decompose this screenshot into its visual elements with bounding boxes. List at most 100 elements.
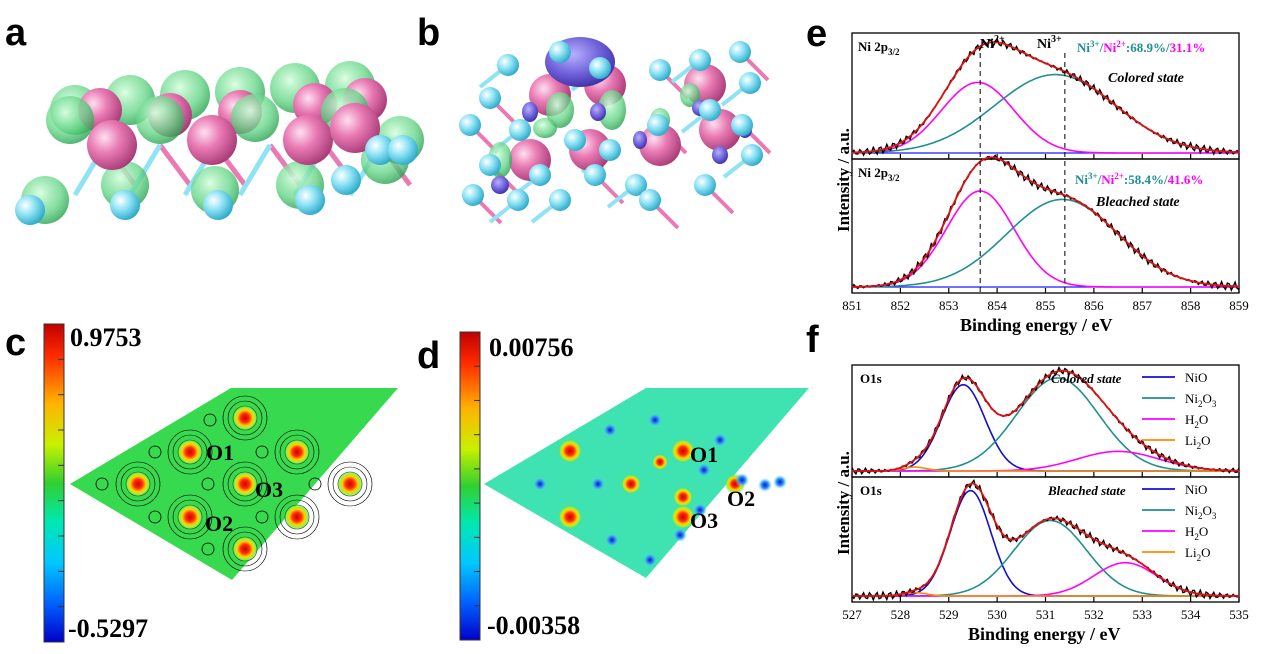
component-peak [852,591,1239,597]
x-tick-label: 530 [987,607,1007,622]
panel-a-structure [15,61,424,225]
o-atom [365,135,395,165]
depletion-spot [773,475,787,489]
o-atom [625,174,647,196]
e-top-label: Ni 2p3/2 [858,39,900,57]
x-tick-label: 528 [891,607,911,622]
density-peak [621,474,641,494]
charge-shell [136,96,184,144]
legend-entry: Li2O [1185,433,1210,451]
o-atom [203,190,233,220]
component-peak [852,81,1239,154]
o-atom [15,195,45,225]
depletion-spot [713,433,727,447]
o-atom [694,174,716,196]
contour-line [279,434,315,470]
fit-envelope [852,369,1239,472]
contour-ring [201,477,215,491]
o-atom [479,87,501,109]
panel-b-structure [459,37,772,230]
colorbar-c-min: -0.5297 [68,614,148,643]
contour-ring [148,445,162,459]
panel-e-chart: 851 852 853 854 855 856 857 858 859 [842,32,1249,313]
contour-line [222,395,268,441]
contour-ring [201,542,215,556]
ni-atom [639,124,681,166]
e-bottom-ratio: Ni3+/Ni2+:58.4%/41.6% [1075,171,1203,187]
o-atom [462,184,484,206]
contour-line [227,400,263,436]
x-tick-label: 532 [1084,607,1104,622]
component-peak [852,466,1239,472]
o-atom [639,189,661,211]
ni-atom [330,103,380,153]
bond [158,143,192,187]
contour-line [227,531,263,567]
contour-line [274,494,320,540]
x-tick-label: 851 [842,298,862,313]
accumulation-lobe [546,92,574,128]
legend-entry: Ni2O3 [1185,503,1217,521]
o-atom [497,54,519,76]
panel-d-map [484,388,809,578]
contour-line [327,461,373,507]
o-atom [507,189,529,211]
component-peak [852,384,1239,472]
contour-line [222,461,268,507]
contour-line [120,466,156,502]
o-atom [529,164,551,186]
x-tick-label: 859 [1229,298,1249,313]
accumulation-lobe [680,83,700,107]
x-tick-label: 853 [939,298,959,313]
o-atom [388,135,418,165]
charge-shell [231,94,279,142]
density-peak [232,471,258,497]
o-atom [741,144,763,166]
x-tick-label: 857 [1133,298,1153,313]
contour-line [172,499,208,535]
contour-line [167,494,213,540]
e-top-state: Colored state [1108,71,1184,86]
x-tick-label: 858 [1181,298,1201,313]
density-peak [652,454,668,470]
density-peak [558,439,582,463]
o-atom [699,99,721,121]
o-atom [479,154,501,176]
density-peak [671,505,695,529]
x-tick-label: 531 [1036,607,1056,622]
map-d-label-o3: O3 [690,508,718,533]
x-tick-label: 533 [1133,607,1153,622]
o-atom [599,139,621,161]
o-atom [295,185,325,215]
e-bottom-state: Bleached state [1095,195,1180,210]
density-peak [177,504,203,530]
f-bottom-label: O1s [860,483,882,498]
density-peak [232,405,258,431]
f-top-label: O1s [860,371,882,386]
x-tick-label: 854 [987,298,1007,313]
e-xlabel: Binding energy / eV [960,315,1113,335]
o-atom [647,114,669,136]
panel-label-b: b [417,12,440,54]
x-tick-label: 855 [1036,298,1056,313]
o-atom [459,114,481,136]
colorbar-d-max: 0.00756 [489,333,574,362]
o-atom [649,59,671,81]
contour-line [274,429,320,475]
contour-ring [255,510,269,524]
contour-line [115,461,161,507]
depletion-spot [693,503,707,517]
ni-atom [87,120,137,170]
panel-c-colorbar [43,323,65,643]
depletion-spot [758,478,772,492]
f-bottom-state: Bleached state [1047,483,1126,498]
panel-d-colorbar [459,331,481,641]
accumulation-lobe [533,118,557,138]
depletion-spot [735,473,749,487]
ni-atom [283,115,333,165]
x-tick-label: 535 [1229,607,1249,622]
panel-c-map [70,388,398,580]
e-peak-ni2: Ni2+ [980,34,1005,52]
depletion-lobe [522,102,538,122]
e-top-ratio: Ni3+/Ni2+:68.9%/31.1% [1077,39,1205,55]
